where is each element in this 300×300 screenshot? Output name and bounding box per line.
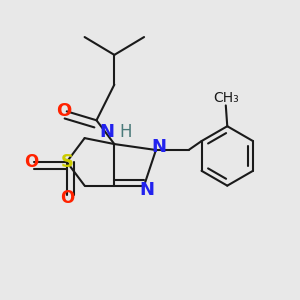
Text: O: O [60, 189, 74, 207]
Text: N: N [99, 123, 114, 141]
Text: O: O [24, 153, 38, 171]
Text: S: S [60, 153, 73, 171]
Text: H: H [119, 123, 132, 141]
Text: N: N [140, 181, 154, 199]
Text: N: N [152, 138, 166, 156]
Text: O: O [56, 102, 71, 120]
Text: CH₃: CH₃ [213, 91, 239, 105]
